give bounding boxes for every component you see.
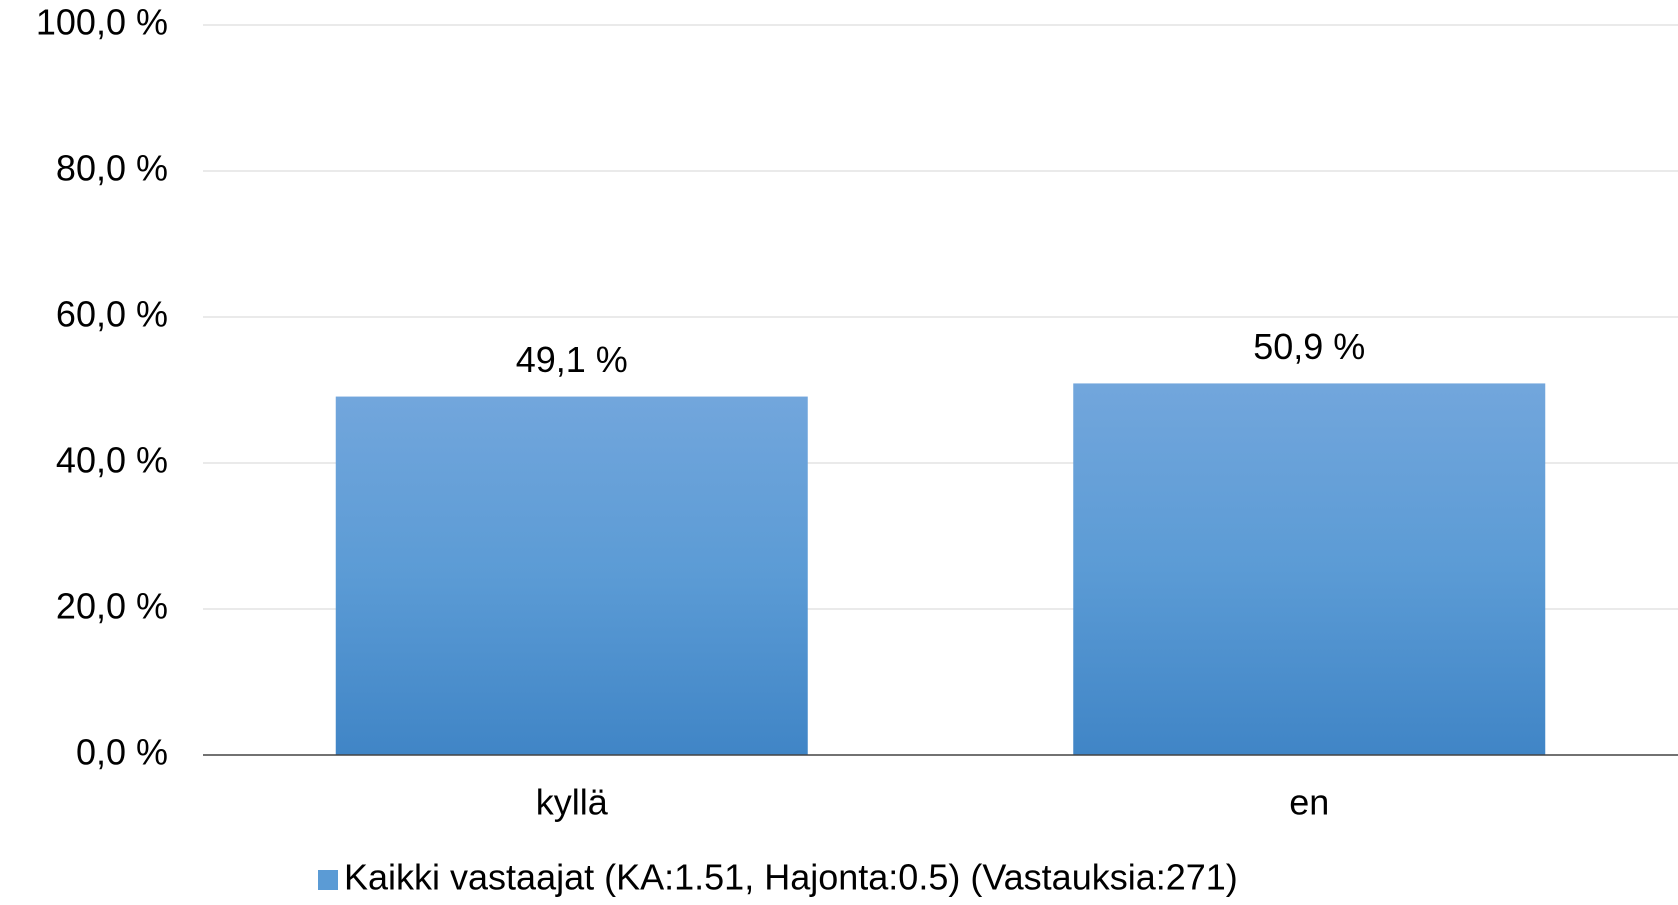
data-label: 49,1 % (516, 339, 628, 380)
bar (335, 396, 808, 755)
y-tick-label: 80,0 % (56, 148, 168, 189)
x-tick-label: en (1289, 782, 1329, 823)
bar (1073, 383, 1546, 755)
y-tick-label: 20,0 % (56, 586, 168, 627)
data-label: 50,9 % (1253, 326, 1365, 367)
y-tick-label: 100,0 % (36, 2, 168, 43)
y-tick-label: 0,0 % (76, 732, 168, 773)
legend-label: Kaikki vastaajat (KA:1.51, Hajonta:0.5) … (344, 857, 1238, 898)
legend-swatch (318, 870, 338, 890)
y-tick-label: 40,0 % (56, 440, 168, 481)
x-tick-label: kyllä (536, 782, 609, 823)
y-tick-label: 60,0 % (56, 294, 168, 335)
